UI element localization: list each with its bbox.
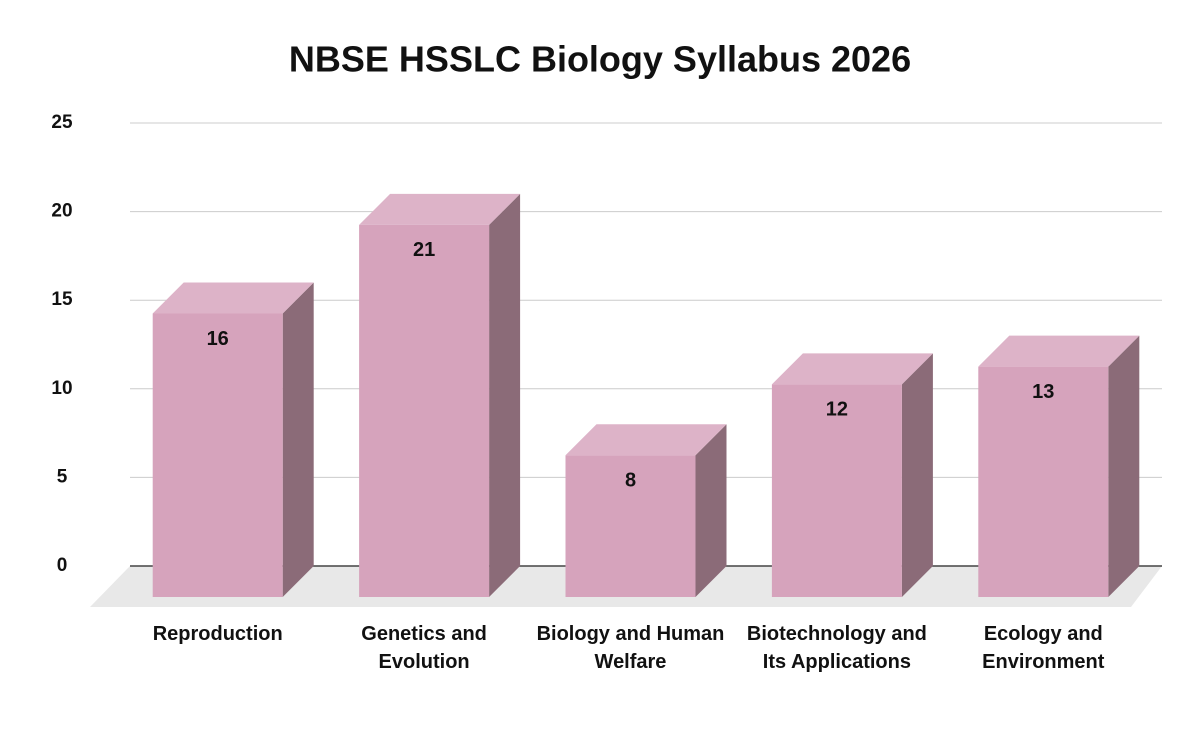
bar [152,282,314,597]
x-tick-label: Genetics and Evolution [361,623,487,673]
bar [359,193,521,597]
bar [978,335,1140,597]
y-tick-label: 15 [51,289,73,310]
value-label: 16 [207,328,229,350]
bar-face [152,282,314,314]
x-tick-label: Biology and Human Welfare [536,623,725,673]
bar-face [978,366,1109,597]
bar-face [771,384,902,597]
value-label: 21 [413,239,435,261]
bar-face [565,455,696,597]
value-label: 8 [625,470,636,492]
bar [771,353,933,597]
y-tick-label: 5 [57,466,68,487]
x-tick-label: Reproduction [152,623,283,645]
x-tick-label: Biotechnology and Its Applications [746,623,927,673]
bar-face [771,353,933,385]
y-tick-label: 20 [51,201,72,222]
y-tick-label: 0 [57,555,68,576]
bar-face [695,424,727,597]
x-tick-label: Ecology and Environment [982,623,1105,673]
bar-face [359,224,490,597]
value-label: 12 [826,399,848,421]
bar-face [152,313,283,597]
bar-face [978,335,1140,367]
bar [565,424,727,597]
bar-face [565,424,727,456]
y-tick-label: 25 [51,112,73,133]
bar-face [901,353,933,597]
chart-title: NBSE HSSLC Biology Syllabus 2026 [289,39,911,80]
bar-face [489,193,521,597]
bar-face [1108,335,1140,597]
y-tick-label: 10 [51,378,72,399]
value-label: 13 [1032,381,1054,403]
bar-face [359,193,521,225]
bar-face [282,282,314,597]
